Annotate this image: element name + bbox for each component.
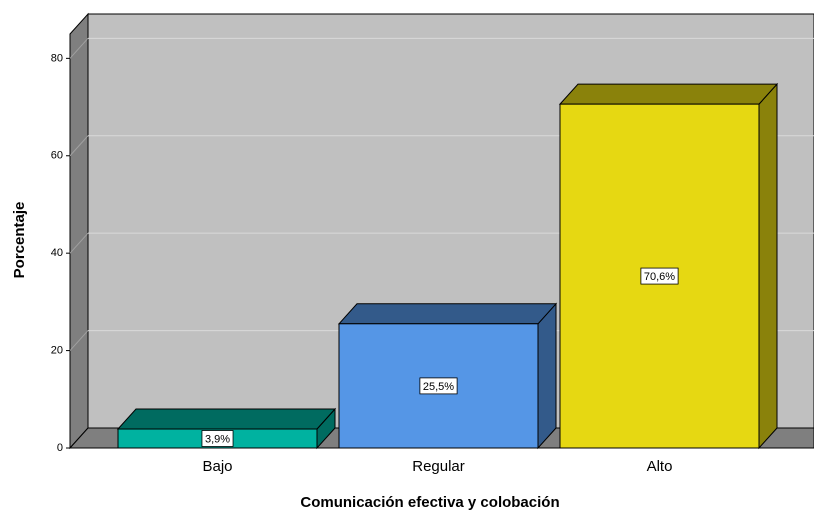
grid-line [69,38,89,59]
bar [337,302,558,450]
x-tick-label: Bajo [202,458,232,475]
bar [558,82,779,450]
bar-side [758,82,778,450]
bar-top [116,408,337,430]
x-tick-label: Regular [412,458,465,475]
grid-line [69,232,89,254]
bar-top [558,83,779,105]
y-tick-label: 80 [51,52,63,64]
x-axis-title: Comunicación efectiva y colobación [300,494,559,511]
value-label-box [419,377,458,395]
value-label: 70,6% [644,271,675,283]
y-axis-title: Porcentaje [11,202,28,279]
bar-top [337,303,558,325]
value-label-box [201,430,234,447]
x-tick-label: Alto [647,458,673,475]
grid-line [69,135,89,157]
value-label: 25,5% [423,381,454,393]
bar [116,407,337,450]
y-tick-label: 60 [51,150,63,162]
left-wall [69,12,89,450]
y-tick-label: 20 [51,344,63,356]
value-label-box [640,267,679,285]
grid-line [69,330,89,351]
value-label: 3,9% [205,433,230,445]
y-tick-label: 0 [57,442,63,454]
bar-side [537,302,557,450]
y-tick-label: 40 [51,247,63,259]
